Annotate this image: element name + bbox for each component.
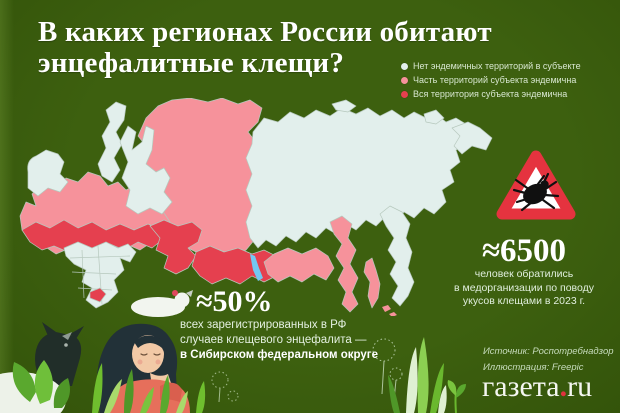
source-line: Источник: Роспотребнадзор [483, 346, 614, 357]
logo-red-dot: . [559, 370, 568, 403]
title-line-2: энцефалитные клещи? [38, 47, 345, 79]
stat-siberia-share: ≈50% всех зарегистрированных в РФ случае… [180, 286, 400, 363]
map-region-kamchatka-none [379, 205, 415, 307]
logo-name: газета [482, 370, 560, 403]
tick-warning-icon [496, 150, 576, 220]
title-line-1: В каких регионах России обитают [38, 16, 492, 48]
stat-siberia-line: случаев клещевого энцефалита — [180, 334, 367, 346]
map-legend: Нет эндемичных территорий в субъекте Час… [401, 61, 581, 103]
tick-body [523, 183, 547, 205]
page-title: В каких регионах России обитают энцефали… [38, 17, 608, 79]
map-region-khabarovsk-part [329, 215, 359, 313]
grass-corner-decoration [372, 337, 466, 413]
logo-tld: ru [567, 370, 593, 403]
map-region-amur-part [263, 247, 335, 283]
stat-siberia-line-bold: в Сибирском федеральном округе [180, 349, 378, 361]
map-region-kurils-part [382, 305, 397, 316]
map-region-sakhalin-part [363, 257, 381, 309]
sprout-icon [447, 380, 466, 413]
tick-head [540, 180, 549, 189]
white-goat-illustration [131, 290, 193, 317]
legend-item-none: Нет эндемичных территорий в субъекте [401, 61, 581, 72]
illustration-line: Иллюстрация: Freepic [483, 362, 584, 373]
map-region-chukotka-none [451, 121, 493, 155]
woman-and-goats-illustration [0, 290, 239, 413]
stat-bites-line: в медорганизации по поводу [454, 281, 594, 294]
stat-bites-value: ≈6500 [481, 233, 567, 269]
lake-baikal [250, 254, 263, 281]
map-region-yamal-none [119, 125, 173, 215]
gazeta-ru-logo: газета.ru [482, 370, 592, 404]
map-region-crimea-full [89, 287, 107, 303]
stat-bites-2023: ≈6500 человек обратились в медорганизаци… [420, 234, 620, 309]
map-region-arkhangelsk-none [97, 101, 127, 183]
legend-label: Вся территория субъекта эндемична [413, 89, 568, 99]
grass-blades [388, 337, 447, 413]
stat-siberia-value: ≈50% [196, 285, 273, 318]
credits: Источник: Роспотребнадзор Иллюстрация: F… [483, 344, 614, 376]
stat-bites-line: человек обратились [474, 268, 574, 280]
map-region-borders [69, 245, 131, 305]
legend-dot-none [401, 63, 408, 70]
legend-item-part: Часть территорий субъекта эндемична [401, 75, 581, 86]
map-region-islands-none [331, 99, 445, 125]
dandelion-decoration [211, 371, 239, 403]
tick-glyph [512, 172, 560, 212]
legend-label: Нет эндемичных территорий в субъекте [413, 61, 581, 71]
russia-choropleth-map [19, 98, 493, 316]
leaves-decoration [12, 360, 70, 408]
map-region-kola-none [27, 149, 69, 197]
legend-item-full: Вся территория субъекта эндемична [401, 89, 581, 100]
legend-dot-part [401, 77, 408, 84]
dandelion-icon [372, 338, 403, 401]
map-region-yakutia-none [245, 107, 475, 249]
stat-bites-line: укусов клещами в 2023 г. [462, 295, 586, 307]
legend-label: Часть территорий субъекта эндемична [413, 75, 577, 85]
legend-dot-full [401, 91, 408, 98]
grass-decoration [92, 363, 206, 413]
stat-siberia-line: всех зарегистрированных в РФ [180, 319, 347, 331]
